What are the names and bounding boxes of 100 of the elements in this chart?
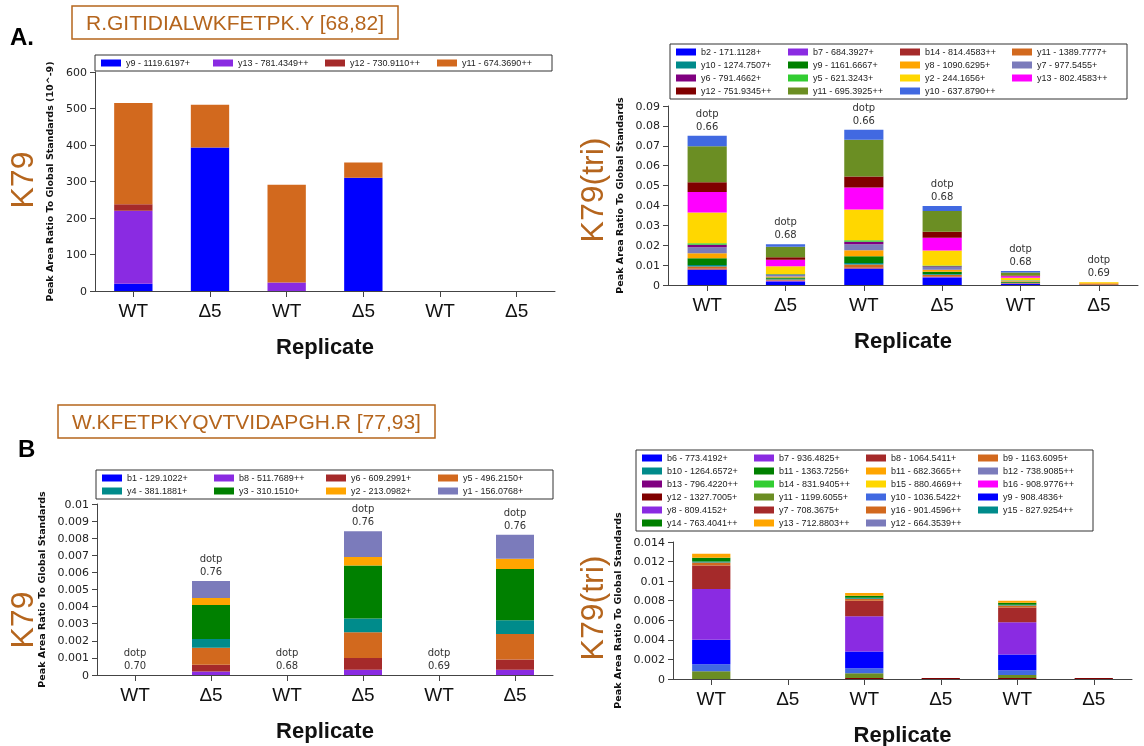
- legend-label: b13 - 796.4220++: [667, 479, 739, 489]
- y-tick-label: 0: [658, 672, 665, 686]
- legend-label: y11 - 674.3690++: [462, 58, 532, 68]
- x-tick-label: Δ5: [199, 684, 223, 705]
- y-tick-label: 0.002: [57, 634, 89, 648]
- y-tick-label: 0.006: [57, 565, 89, 579]
- y-tick-label: 400: [66, 138, 87, 152]
- x-tick-label: Δ5: [929, 688, 953, 709]
- y-tick-label: 0.07: [635, 139, 660, 153]
- legend-label: b16 - 908.9776++: [1003, 479, 1075, 489]
- legend-label: y14 - 763.4041++: [667, 518, 738, 528]
- y-tick-label: 200: [66, 211, 87, 225]
- annotation: dotp 0.76: [351, 503, 375, 528]
- x-tick-label: WT: [425, 300, 456, 321]
- y-tick-label: 500: [66, 102, 87, 115]
- x-tick-label: Δ5: [776, 688, 800, 709]
- y-axis-title: Peak Area Ratio To Global Standards (10^-9): [43, 61, 55, 302]
- legend-label: y10 - 1274.7507+: [701, 60, 772, 70]
- annotation: dotp 0.68: [930, 178, 954, 203]
- x-tick-label: WT: [1005, 294, 1036, 315]
- legend-label: b8 - 1064.5411+: [891, 453, 957, 463]
- annotation: dotp 0.69: [427, 647, 451, 671]
- x-tick-label: Δ5: [930, 294, 954, 315]
- legend-label: y11 - 1389.7777+: [1037, 47, 1107, 57]
- y-tick-label: 0: [80, 284, 87, 298]
- legend-label: y11 - 1199.6055+: [779, 492, 848, 502]
- annotation: dotp 0.69: [1087, 254, 1111, 279]
- y-tick-label: 0.004: [57, 600, 89, 614]
- y-tick-label: 0.014: [633, 535, 665, 549]
- x-tick-label: Δ5: [505, 300, 529, 321]
- legend-label: b9 - 1163.6095+: [1003, 453, 1069, 463]
- x-tick-label: WT: [272, 684, 303, 705]
- y-tick-label: 0.08: [635, 119, 660, 133]
- annotation: dotp 0.70: [123, 647, 147, 671]
- y-axis-title: Peak Area Ratio To Global Standards: [613, 97, 625, 294]
- legend-label: y2 - 244.1656+: [925, 73, 986, 83]
- legend-label: y9 - 1119.6197+: [126, 58, 190, 68]
- x-tick-label: WT: [120, 684, 151, 705]
- chart-title: W.KFETPKYQVTVIDAPGH.R [77,93]: [72, 410, 421, 433]
- y-tick-label: 0.09: [635, 99, 660, 113]
- y-tick-label: 0.01: [64, 497, 89, 511]
- y-tick-label: 0.06: [635, 159, 660, 173]
- legend-label: y12 - 1327.7005+: [667, 492, 738, 502]
- y-tick-label: 0.001: [57, 651, 89, 665]
- y-tick-label: 0.007: [57, 548, 89, 562]
- y-tick-label: 0: [653, 278, 660, 292]
- x-tick-label: WT: [849, 294, 879, 315]
- text: K79(tri): [574, 137, 610, 243]
- y-tick-label: 300: [66, 175, 87, 188]
- legend-label: b14 - 831.9405++: [779, 479, 851, 489]
- x-tick-label: WT: [118, 300, 149, 321]
- text: A.: [10, 22, 34, 50]
- legend-label: y15 - 827.9254++: [1003, 505, 1074, 515]
- x-tick-label: WT: [271, 300, 302, 321]
- legend-label: y10 - 1036.5422+: [891, 492, 962, 502]
- legend-label: y12 - 664.3539++: [891, 518, 962, 528]
- x-tick-label: WT: [424, 684, 455, 705]
- annotation: dotp 0.66: [852, 101, 876, 126]
- y-tick-label: 0.006: [633, 613, 665, 627]
- legend-label: y1 - 156.0768+: [463, 486, 524, 496]
- x-axis-title: Replicate: [853, 721, 952, 746]
- legend-label: b14 - 814.4583++: [925, 47, 997, 57]
- y-tick-label: 0.012: [633, 555, 665, 569]
- x-tick-label: Δ5: [1082, 688, 1106, 709]
- legend-label: y4 - 381.1881+: [127, 486, 188, 496]
- annotation: dotp 0.66: [695, 107, 719, 132]
- x-axis-title: Replicate: [276, 717, 374, 743]
- legend-label: b11 - 1363.7256+: [779, 466, 850, 476]
- y-tick-label: 0.01: [635, 258, 660, 272]
- legend-label: b11 - 682.3665++: [891, 466, 962, 476]
- legend-label: y16 - 901.4596++: [891, 505, 962, 515]
- x-tick-label: Δ5: [1087, 294, 1111, 315]
- y-tick-label: 0.04: [635, 198, 660, 212]
- y-axis-title: Peak Area Ratio To Global Standards: [612, 512, 624, 709]
- x-tick-label: WT: [849, 688, 880, 709]
- y-tick-label: 0.008: [633, 594, 665, 608]
- legend-label: y10 - 637.8790++: [925, 86, 996, 96]
- y-axis-title: Peak Area Ratio To Global Standards: [36, 491, 48, 688]
- legend-label: y8 - 1090.6295+: [925, 60, 991, 70]
- x-tick-label: Δ5: [503, 684, 527, 705]
- y-tick-label: 0.004: [633, 633, 665, 647]
- legend-label: b7 - 684.3927+: [813, 47, 874, 57]
- legend-label: b2 - 171.1128+: [701, 47, 762, 57]
- legend-label: b8 - 511.7689++: [239, 473, 305, 483]
- x-tick-label: WT: [692, 294, 723, 315]
- legend-label: y2 - 213.0982+: [351, 486, 412, 496]
- x-tick-label: Δ5: [198, 300, 222, 321]
- y-tick-label: 0.03: [635, 218, 660, 232]
- legend-label: y5 - 621.3243+: [813, 73, 874, 83]
- legend-label: b1 - 129.1022+: [127, 473, 188, 483]
- text: B: [18, 434, 36, 462]
- legend-label: b10 - 1264.6572+: [667, 466, 738, 476]
- legend-label: y7 - 977.5455+: [1037, 60, 1098, 70]
- text: K79(tri): [574, 555, 610, 661]
- annotation: dotp 0.76: [199, 552, 223, 577]
- legend-label: y12 - 751.9345++: [701, 86, 772, 96]
- y-tick-label: 0: [82, 668, 89, 682]
- chart-title: R.GITIDIALWKFETPK.Y [68,82]: [86, 11, 384, 34]
- y-tick-label: 0.05: [635, 179, 660, 193]
- legend-label: b15 - 880.4669++: [891, 479, 963, 489]
